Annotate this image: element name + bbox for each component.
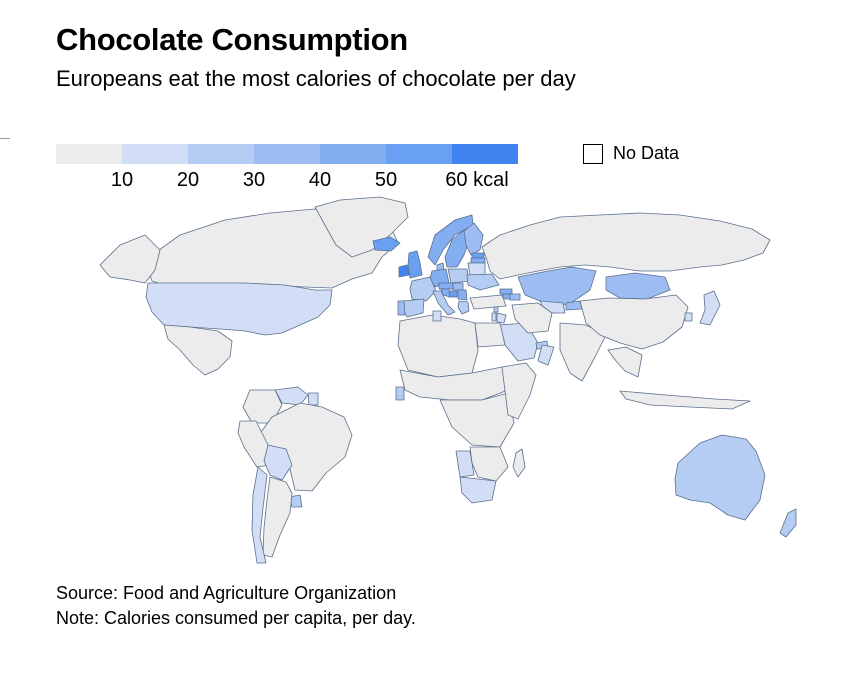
region-peru [237,420,271,468]
region-new-zealand [779,508,797,538]
region-japan [699,290,721,326]
map-regions [99,196,797,564]
region-chile [251,466,268,564]
region-finland [463,222,484,256]
region-argentina [262,476,293,558]
legend-label-1: 20 [176,169,200,191]
region-belarus [467,262,486,276]
calories-note: Note: Calories consumed per capita, per … [56,608,416,628]
legend-swatch-5 [386,144,452,164]
region-russia [481,212,771,280]
region-indonesia [619,390,751,410]
legend-color-scale [56,144,518,164]
region-poland [447,268,470,284]
region-turkey [469,294,507,310]
region-north-africa [397,314,479,378]
region-georgia [499,288,513,295]
region-central-africa [439,392,515,448]
region-iran [511,302,553,334]
region-italy [432,290,456,316]
region-south-korea [684,312,693,322]
region-bolivia [263,444,293,481]
region-armenia [502,293,511,300]
region-estonia [471,252,485,259]
region-greenland [314,196,409,258]
region-southern-africa [469,446,509,482]
region-china [579,294,689,350]
region-venezuela [274,386,309,406]
page-subtitle: Europeans eat the most calories of choco… [56,66,576,91]
region-madagascar [512,448,526,478]
region-serbia [457,289,468,301]
region-egypt [474,322,506,348]
region-kazakhstan [517,266,597,306]
region-lebanon [493,306,499,313]
region-united-states [145,282,333,336]
region-france [409,276,437,302]
region-israel [491,312,497,322]
region-ghana [395,386,405,401]
region-kyrgyzstan [565,300,583,311]
world-choropleth-map [99,196,797,564]
region-alaska [99,234,161,284]
region-ukraine [466,273,500,291]
legend-swatch-6 [452,144,518,164]
region-croatia [440,288,451,298]
legend-swatch-3 [254,144,320,164]
no-data-legend: No Data [583,143,679,164]
legend-label-2: 30 [242,169,266,191]
no-data-label: No Data [613,143,680,163]
region-mexico [163,324,233,376]
region-mongolia [605,272,671,300]
region-latvia [470,257,486,264]
source-note: Source: Food and Agriculture Organizatio… [56,583,397,603]
region-australia [674,434,766,521]
legend-swatch-4 [320,144,386,164]
region-azerbaijan [509,293,521,301]
region-india [559,322,607,382]
legend-label-5: 60 kcal [445,169,509,191]
region-austria [438,282,454,290]
region-sweden [444,229,470,268]
legend-label-3: 40 [308,169,332,191]
region-hungary [452,282,464,291]
legend-label-0: 10 [110,169,134,191]
region-portugal [397,300,406,316]
region-oman [537,344,555,366]
legend-swatch-2 [188,144,254,164]
region-namibia [455,450,475,478]
region-east-africa [501,362,537,420]
legend-label-4: 50 [374,169,398,191]
legend-swatch-0 [56,144,122,164]
region-greece [457,300,470,315]
region-spain [402,298,425,318]
edge-tick-mark [0,138,10,139]
no-data-swatch [583,143,603,164]
region-jordan [496,312,507,324]
region-suriname [307,392,319,406]
region-southeast-asia [607,346,643,378]
page-title: Chocolate Consumption [56,22,408,57]
region-south-africa [459,476,497,504]
legend-swatch-1 [122,144,188,164]
region-united-kingdom [407,250,423,279]
region-iceland [372,236,401,252]
region-tunisia [432,310,442,322]
region-ireland [398,264,410,278]
region-sahel-africa [399,366,509,401]
